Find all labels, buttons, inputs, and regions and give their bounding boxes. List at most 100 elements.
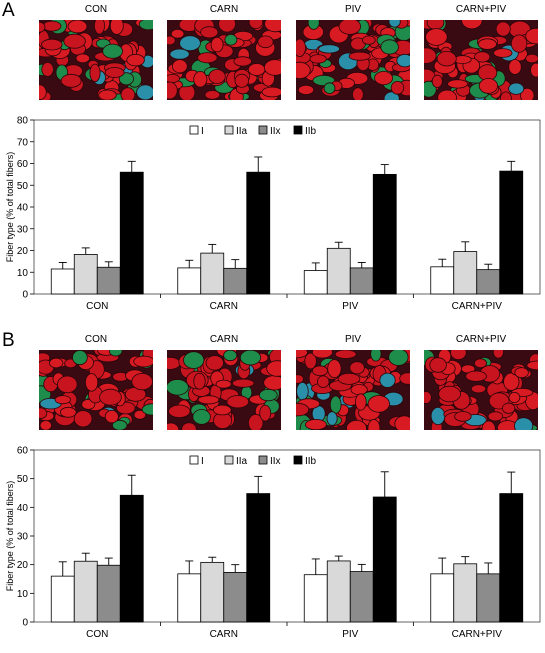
muscle-fiber: [259, 404, 272, 422]
muscle-fiber: [108, 350, 123, 357]
bar-i: [50, 575, 75, 623]
muscle-fiber: [502, 402, 516, 414]
muscle-fiber: [248, 20, 264, 30]
muscle-fiber: [424, 47, 437, 64]
bar-iix: [96, 564, 121, 623]
muscle-fiber: [59, 406, 77, 418]
muscle-fiber: [54, 395, 71, 405]
x-tick-label: PIV: [342, 629, 358, 640]
muscle-fiber: [263, 375, 281, 391]
muscle-fiber: [167, 81, 178, 100]
y-tick-label: 30: [17, 224, 29, 235]
legend-swatch: [224, 455, 234, 465]
bar-iix: [96, 266, 121, 295]
muscle-fiber: [197, 52, 218, 64]
muscle-micrograph: [167, 20, 281, 100]
muscle-fiber: [520, 87, 535, 100]
muscle-fiber: [98, 89, 117, 100]
bar-i: [50, 268, 75, 295]
muscle-fiber: [390, 81, 405, 95]
x-tick-label: CARN+PIV: [452, 301, 503, 312]
micrograph-image: [39, 20, 153, 100]
micrograph-image: [296, 350, 410, 430]
bar-iix: [476, 269, 501, 295]
muscle-fiber: [334, 350, 357, 359]
bar-i: [177, 573, 202, 623]
bar-iix: [349, 267, 374, 295]
muscle-fiber: [49, 357, 64, 369]
muscle-fiber: [508, 82, 525, 95]
bar-i: [177, 267, 202, 295]
chart-svg: 0 10 20 30 40 50 60 Fiber type (% of total fibe…: [5, 446, 541, 640]
muscle-fiber: [138, 20, 153, 31]
muscle-fiber: [63, 33, 86, 49]
muscle-fiber: [436, 51, 457, 67]
legend-swatch: [258, 455, 268, 465]
bar-i: [430, 266, 455, 295]
legend-swatch: [224, 125, 234, 135]
muscle-fiber: [329, 395, 342, 414]
muscle-fiber: [487, 411, 504, 422]
muscle-fiber: [388, 350, 409, 366]
muscle-fiber: [223, 350, 238, 362]
muscle-fiber: [503, 372, 520, 391]
muscle-fiber: [67, 20, 88, 34]
y-tick-label: 50: [17, 474, 29, 485]
y-tick-label: 60: [17, 159, 29, 170]
bar-iib: [499, 170, 524, 295]
bar-i: [303, 574, 328, 623]
muscle-fiber: [461, 20, 483, 30]
fiber-type-bar-chart: 0 10 20 30 40 50 60 Fiber type (% of total fibe…: [0, 442, 545, 653]
muscle-fiber: [204, 90, 221, 100]
muscle-fiber: [210, 36, 224, 53]
muscle-fiber: [508, 59, 522, 75]
muscle-fiber: [508, 392, 521, 404]
y-axis-label: Fiber type (% of total fibers): [5, 481, 15, 592]
legend-label: IIb: [305, 456, 317, 467]
bar-iia: [200, 561, 225, 623]
micrograph-image: [424, 20, 538, 100]
muscle-micrograph: [39, 350, 153, 430]
muscle-fiber: [424, 391, 432, 404]
muscle-fiber: [169, 48, 190, 60]
bar-iix: [476, 573, 501, 623]
muscle-fiber: [133, 355, 153, 368]
muscle-fiber: [167, 74, 180, 83]
bar-iib: [246, 171, 271, 295]
muscle-fiber: [370, 350, 382, 362]
micrograph-title: CON: [84, 4, 108, 15]
legend-swatch: [258, 125, 268, 135]
muscle-fiber: [136, 84, 153, 100]
x-tick-label: CARN: [210, 629, 238, 640]
muscle-fiber: [170, 28, 185, 39]
muscle-fiber: [104, 67, 125, 78]
muscle-fiber: [326, 411, 338, 426]
muscle-fiber: [226, 395, 250, 409]
legend-label: IIx: [270, 456, 281, 467]
muscle-fiber: [193, 70, 208, 88]
muscle-fiber: [355, 393, 367, 411]
muscle-fiber: [218, 20, 236, 33]
muscle-fiber: [350, 384, 368, 396]
y-tick-label: 0: [22, 618, 28, 629]
muscle-fiber: [215, 379, 232, 389]
muscle-fiber: [438, 385, 461, 403]
legend-swatch: [293, 125, 303, 135]
muscle-fiber: [478, 78, 499, 94]
legend-swatch: [293, 455, 303, 465]
micrograph-title: CON: [84, 334, 108, 345]
muscle-fiber: [305, 419, 327, 430]
bar-iia: [326, 560, 351, 623]
muscle-fiber: [307, 20, 320, 30]
muscle-fiber: [266, 360, 281, 377]
muscle-fiber: [425, 28, 448, 46]
y-tick-label: 50: [17, 181, 29, 192]
muscle-fiber: [447, 79, 468, 89]
muscle-fiber: [477, 38, 497, 50]
micrograph-title: CARN: [209, 334, 239, 345]
muscle-fiber: [346, 420, 367, 430]
muscle-fiber: [465, 370, 487, 382]
muscle-fiber: [296, 402, 310, 417]
muscle-fiber: [514, 417, 534, 430]
panel-letter: A: [2, 0, 15, 21]
